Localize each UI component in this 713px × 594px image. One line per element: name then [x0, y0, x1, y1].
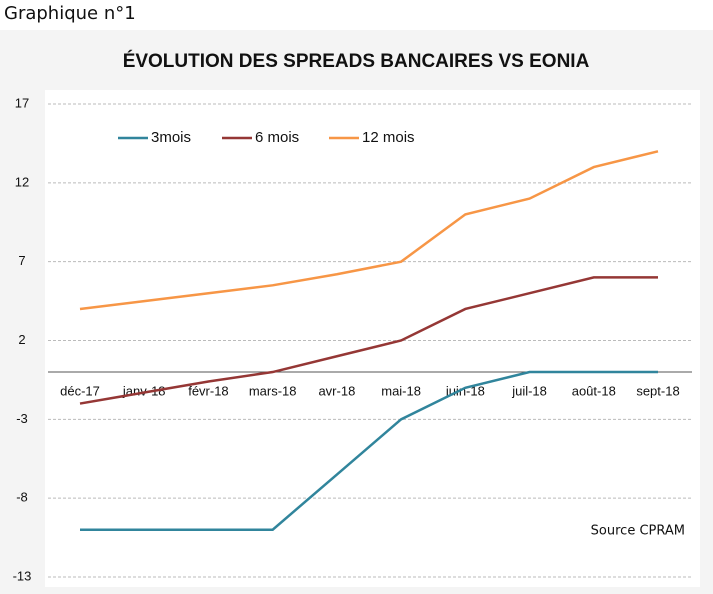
legend-label: 3mois — [151, 129, 191, 146]
source: Source CPRAM — [591, 524, 685, 539]
y-tick-label: -3 — [16, 411, 28, 426]
legend-label: 6 mois — [255, 129, 299, 146]
x-tick-label: août-18 — [572, 383, 616, 398]
x-tick-label: déc-17 — [60, 383, 100, 398]
y-tick-label: -8 — [16, 490, 28, 505]
legend-label: 12 mois — [362, 129, 415, 146]
x-tick-label: mai-18 — [381, 383, 421, 398]
x-tick-label: mars-18 — [249, 383, 297, 398]
caption: Graphique n°1 — [4, 3, 136, 24]
chart-title: ÉVOLUTION DES SPREADS BANCAIRES VS EONIA — [123, 50, 590, 72]
y-tick-label: 12 — [15, 174, 29, 189]
series-line — [79, 150, 659, 311]
y-tick-label: 17 — [15, 95, 29, 110]
x-tick-label: avr-18 — [318, 383, 355, 398]
series-line — [79, 276, 658, 405]
x-tick-label: juil-18 — [511, 383, 547, 398]
series-line — [80, 370, 658, 531]
x-tick-label: juin-18 — [445, 383, 485, 398]
y-tick-label: 7 — [18, 253, 25, 268]
y-tick-label: 2 — [18, 332, 25, 347]
x-tick-label: sept-18 — [636, 383, 679, 398]
plot-area — [45, 90, 700, 587]
x-tick-label: févr-18 — [188, 383, 228, 398]
y-tick-label: -13 — [13, 568, 32, 583]
